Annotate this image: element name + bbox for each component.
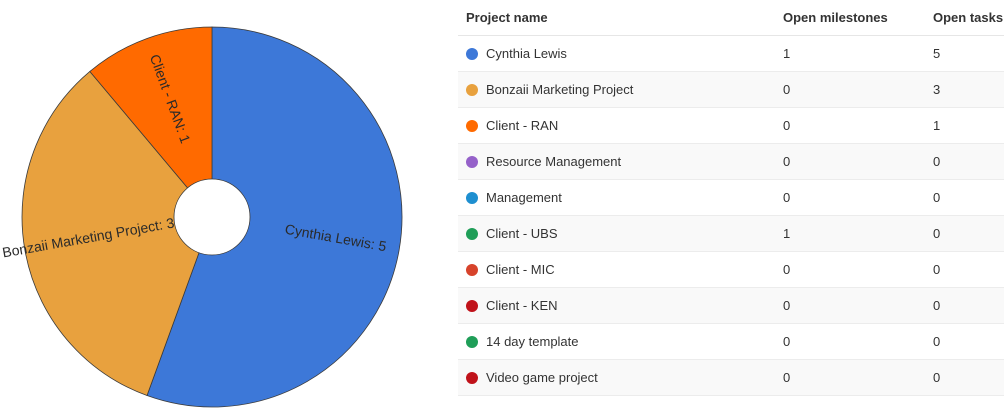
project-name-cell[interactable]: Management xyxy=(458,179,775,216)
project-color-dot-icon xyxy=(466,300,478,312)
project-name-link[interactable]: Resource Management xyxy=(486,154,622,169)
open-milestones-cell: 1 xyxy=(775,215,925,252)
project-color-dot-icon xyxy=(466,264,478,276)
table-row[interactable]: Management 0 0 xyxy=(458,179,1004,216)
project-name-cell[interactable]: Client - UBS xyxy=(458,215,775,252)
project-name-link[interactable]: Cynthia Lewis xyxy=(486,46,567,61)
project-name-cell[interactable]: Client - RAN xyxy=(458,107,775,144)
project-color-dot-icon xyxy=(466,48,478,60)
open-tasks-cell: 3 xyxy=(925,71,1004,108)
project-color-dot-icon xyxy=(466,84,478,96)
project-name-cell[interactable]: Client - MIC xyxy=(458,251,775,288)
pie-slice-client-ran[interactable] xyxy=(89,26,213,219)
open-milestones-cell: 1 xyxy=(775,35,925,72)
open-milestones-cell: 0 xyxy=(775,143,925,180)
open-milestones-cell: 0 xyxy=(775,251,925,288)
project-name-link[interactable]: Bonzaii Marketing Project xyxy=(486,82,634,97)
table-body: Cynthia Lewis 1 5 Bonzaii Marketing Project… xyxy=(458,35,1004,396)
open-tasks-cell: 0 xyxy=(925,359,1004,396)
project-name-cell[interactable]: 14 day template xyxy=(458,323,775,360)
projects-table: Project name Open milestones Open tasks … xyxy=(458,0,1004,396)
project-name-link[interactable]: Client - UBS xyxy=(486,226,558,241)
project-color-dot-icon xyxy=(466,336,478,348)
open-milestones-cell: 0 xyxy=(775,359,925,396)
project-name-cell[interactable]: Video game project xyxy=(458,359,775,396)
open-milestones-cell: 0 xyxy=(775,71,925,108)
open-tasks-cell: 0 xyxy=(925,179,1004,216)
pie-slice-bonzaii-marketing-project[interactable] xyxy=(21,70,213,397)
open-tasks-cell: 0 xyxy=(925,251,1004,288)
table-row[interactable]: Client - KEN 0 0 xyxy=(458,287,1004,324)
header-open-milestones[interactable]: Open milestones xyxy=(775,0,925,36)
header-project-name[interactable]: Project name xyxy=(458,0,775,36)
open-milestones-cell: 0 xyxy=(775,323,925,360)
table-row[interactable]: Client - RAN 0 1 xyxy=(458,107,1004,144)
open-tasks-cell: 0 xyxy=(925,287,1004,324)
open-tasks-cell: 1 xyxy=(925,107,1004,144)
table-header-row: Project name Open milestones Open tasks xyxy=(458,0,1004,36)
table-row[interactable]: Client - UBS 1 0 xyxy=(458,215,1004,252)
open-tasks-cell: 0 xyxy=(925,323,1004,360)
project-color-dot-icon xyxy=(466,228,478,240)
project-name-cell[interactable]: Bonzaii Marketing Project xyxy=(458,71,775,108)
project-name-link[interactable]: 14 day template xyxy=(486,334,579,349)
project-name-cell[interactable]: Cynthia Lewis xyxy=(458,35,775,72)
table-row[interactable]: Video game project 0 0 xyxy=(458,359,1004,396)
project-name-link[interactable]: Video game project xyxy=(486,370,598,385)
table-row[interactable]: Cynthia Lewis 1 5 xyxy=(458,35,1004,72)
open-tasks-cell: 5 xyxy=(925,35,1004,72)
table-row[interactable]: Client - MIC 0 0 xyxy=(458,251,1004,288)
open-tasks-cell: 0 xyxy=(925,143,1004,180)
open-milestones-cell: 0 xyxy=(775,179,925,216)
project-color-dot-icon xyxy=(466,192,478,204)
project-name-link[interactable]: Client - RAN xyxy=(486,118,559,133)
project-color-dot-icon xyxy=(466,120,478,132)
open-milestones-cell: 0 xyxy=(775,287,925,324)
project-name-link[interactable]: Client - KEN xyxy=(486,298,558,313)
pie-slice-cynthia-lewis[interactable] xyxy=(146,26,403,408)
donut-hole xyxy=(173,178,251,256)
project-name-link[interactable]: Management xyxy=(486,190,562,205)
project-name-cell[interactable]: Client - KEN xyxy=(458,287,775,324)
header-open-tasks[interactable]: Open tasks xyxy=(925,0,1004,36)
table-row[interactable]: Resource Management 0 0 xyxy=(458,143,1004,180)
project-color-dot-icon xyxy=(466,372,478,384)
open-tasks-cell: 0 xyxy=(925,215,1004,252)
donut-chart: Cynthia Lewis: 5 Bonzaii Marketing Projec… xyxy=(0,0,440,419)
project-name-link[interactable]: Client - MIC xyxy=(486,262,555,277)
open-milestones-cell: 0 xyxy=(775,107,925,144)
project-color-dot-icon xyxy=(466,156,478,168)
table-row[interactable]: 14 day template 0 0 xyxy=(458,323,1004,360)
project-name-cell[interactable]: Resource Management xyxy=(458,143,775,180)
table-row[interactable]: Bonzaii Marketing Project 0 3 xyxy=(458,71,1004,108)
